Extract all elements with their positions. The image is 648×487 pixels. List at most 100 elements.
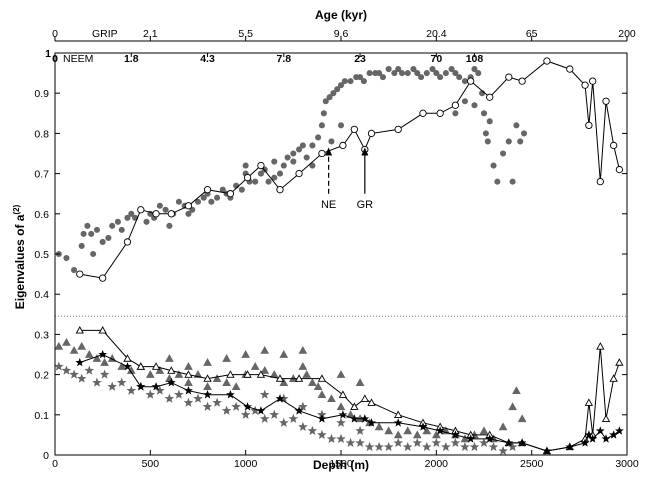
data-point-circle [280, 162, 287, 169]
data-point-triangle [313, 382, 323, 390]
data-point-circle [484, 138, 491, 145]
y-tick-label: 0.2 [34, 370, 49, 382]
data-point-triangle [203, 358, 212, 366]
data-point-triangle [596, 342, 605, 350]
data-point-circle [137, 206, 145, 214]
data-point-circle [257, 161, 265, 170]
data-point-star [498, 445, 508, 456]
data-point-circle [184, 202, 193, 210]
data-point-circle [200, 194, 207, 201]
data-point-circle [436, 109, 444, 117]
data-point-star [75, 357, 85, 367]
data-point-star [126, 385, 137, 395]
data-point-circle [452, 70, 459, 77]
data-point-triangle [279, 349, 289, 358]
data-point-star [76, 373, 87, 383]
data-point-circle [318, 149, 326, 158]
neem-tick-label: 0 [52, 53, 58, 65]
data-point-triangle [609, 374, 618, 382]
data-point-triangle [460, 434, 470, 443]
grip-tick-label: 200 [618, 28, 636, 40]
grip-tick-label: 5.5 [238, 28, 253, 40]
grip-tick-label: 0 [52, 28, 58, 40]
data-point-circle [93, 226, 100, 233]
data-point-circle [295, 169, 303, 178]
data-point-circle [379, 74, 386, 81]
data-point-circle [367, 129, 376, 138]
data-point-circle [243, 173, 252, 182]
data-point-star [116, 377, 127, 387]
data-point-circle [341, 78, 348, 85]
data-point-circle [80, 230, 87, 237]
data-point-triangle [92, 353, 102, 362]
data-point-star [466, 434, 476, 443]
data-point-star [435, 426, 445, 435]
data-point-circle [513, 122, 520, 129]
neem-tick-label: 1.8 [124, 53, 139, 65]
data-point-circle [414, 70, 421, 77]
data-point-triangle [298, 362, 308, 370]
data-point-circle [394, 125, 402, 134]
data-point-circle [385, 66, 392, 73]
annotation-label: GR [357, 199, 374, 211]
data-point-circle [357, 74, 364, 81]
titles-layer: Depth (m) Age (kyr) Eigenvalues of a(2) [12, 8, 369, 472]
data-point-star [431, 437, 442, 447]
series-triangle-open-line [75, 326, 624, 455]
data-point-triangle [226, 370, 235, 378]
y-tick-label: 0.6 [34, 209, 49, 221]
data-point-circle [233, 182, 240, 189]
data-point-star [317, 414, 327, 423]
data-point-circle [185, 210, 192, 217]
data-point-star [61, 365, 72, 375]
data-point-circle [271, 158, 278, 165]
data-point-circle [167, 210, 175, 218]
data-point-circle [433, 70, 440, 77]
data-point-circle [471, 102, 478, 109]
data-point-triangle [393, 430, 403, 439]
data-point-star [212, 397, 222, 407]
x-tick-label: 2500 [520, 458, 544, 470]
series-star-filled [53, 361, 518, 456]
data-point-circle [265, 178, 272, 185]
data-point-star [595, 426, 605, 435]
data-point-star [383, 441, 394, 452]
data-point-star [240, 409, 251, 419]
data-point-triangle [412, 430, 422, 439]
data-point-star [53, 361, 64, 371]
data-point-circle [99, 274, 107, 282]
data-point-circle [509, 178, 516, 185]
data-point-triangle [62, 337, 71, 346]
series-line-circle [79, 60, 620, 279]
data-point-circle [330, 90, 337, 97]
data-point-star [580, 438, 590, 447]
data-point-star [259, 413, 270, 423]
data-point-star [565, 442, 575, 451]
data-point-circle [208, 198, 215, 205]
data-point-circle [88, 230, 95, 237]
data-point-circle [242, 162, 249, 169]
data-point-star [450, 437, 461, 447]
data-point-circle [63, 254, 70, 262]
data-point-star [349, 414, 359, 423]
data-point-star [174, 389, 184, 399]
data-point-star [193, 393, 203, 403]
neem-tick-label: 4.3 [200, 53, 215, 65]
data-point-circle [271, 174, 278, 181]
data-point-triangle [184, 370, 193, 378]
data-point-star [278, 417, 289, 427]
data-point-triangle [136, 362, 145, 370]
data-point-circle [480, 110, 488, 117]
x-axis-label: Depth (m) [313, 458, 369, 472]
data-point-circle [410, 66, 417, 73]
data-point-circle [490, 162, 497, 169]
data-point-triangle [338, 390, 348, 398]
data-point-circle [467, 77, 475, 85]
data-point-circle [461, 98, 468, 105]
data-point-triangle [298, 345, 308, 354]
data-point-star [136, 382, 146, 391]
data-point-triangle [203, 374, 212, 382]
data-point-star [294, 406, 304, 415]
data-point-triangle [384, 426, 394, 435]
